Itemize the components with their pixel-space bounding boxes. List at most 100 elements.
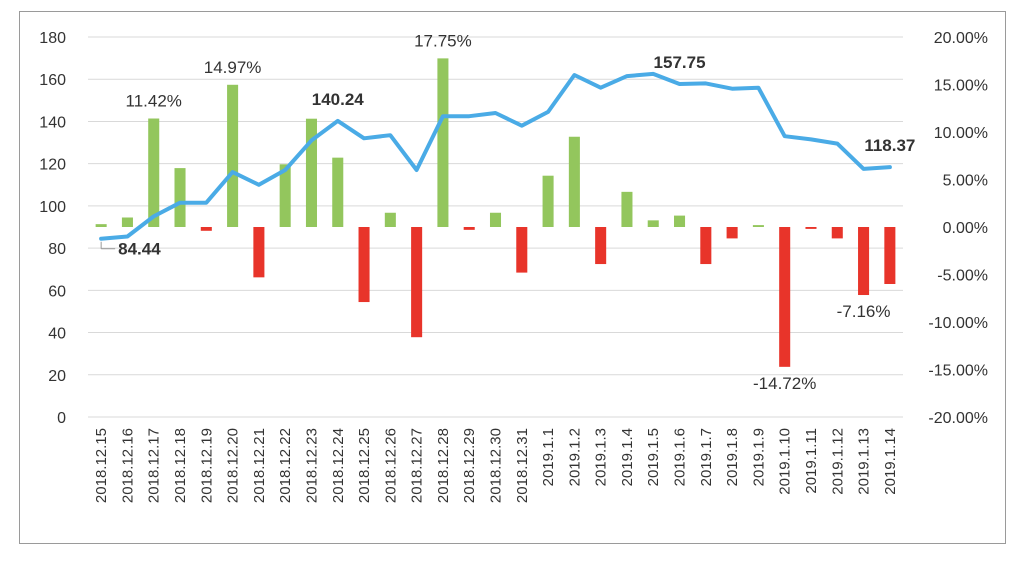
bar-data-label: 17.75% [414, 31, 472, 50]
bar [384, 212, 396, 227]
bar [489, 212, 502, 227]
x-tick-label: 2019.1.3 [593, 428, 610, 486]
bar [174, 168, 186, 227]
bar [858, 227, 870, 296]
x-tick-label: 2018.12.25 [356, 428, 373, 503]
x-tick-label: 2018.12.30 [488, 428, 505, 503]
x-tick-label: 2018.12.22 [277, 428, 294, 503]
x-tick-label: 2018.12.31 [514, 428, 531, 503]
bar-data-label: -14.72% [753, 374, 816, 393]
bar [95, 224, 107, 227]
bar-data-label: 11.42% [126, 92, 182, 111]
left-tick-label: 160 [39, 72, 66, 89]
x-tick-label: 2019.1.1 [540, 428, 557, 486]
x-tick-label: 2019.1.4 [619, 428, 636, 486]
x-tick-label: 2018.12.26 [382, 428, 399, 503]
bar [227, 84, 239, 227]
bar [332, 157, 344, 227]
x-tick-label: 2019.1.10 [777, 428, 794, 495]
x-tick-label: 2018.12.17 [146, 428, 163, 503]
bar [884, 227, 896, 284]
left-tick-label: 100 [39, 199, 66, 216]
bar [595, 227, 607, 265]
left-tick-label: 20 [48, 368, 66, 385]
left-tick-label: 180 [39, 30, 66, 47]
right-tick-label: -5.00% [937, 268, 988, 285]
x-tick-label: 2019.1.7 [698, 428, 715, 486]
x-tick-label: 2019.1.6 [672, 428, 689, 486]
left-tick-label: 40 [48, 326, 66, 343]
line-data-label: 84.44 [118, 240, 161, 259]
bar [674, 215, 686, 227]
bar [253, 227, 265, 278]
right-tick-label: 0.00% [943, 220, 988, 237]
bar [200, 227, 212, 231]
chart-frame [19, 11, 1006, 544]
bar [463, 227, 475, 230]
bar [358, 227, 370, 303]
annotations: 11.42% 14.97% 17.75% -14.72% -7.16% 84.44 140.… [100, 31, 915, 393]
x-tick-label: 2019.1.11 [803, 428, 820, 494]
left-tick-label: 60 [48, 283, 66, 300]
x-tick-label: 2018.12.24 [330, 428, 347, 503]
right-tick-label: -10.00% [928, 315, 988, 332]
left-tick-label: 120 [39, 157, 66, 174]
x-tick-label: 2019.1.5 [645, 428, 662, 486]
right-tick-label: 10.00% [934, 125, 988, 142]
bar [647, 220, 659, 227]
bar [752, 225, 764, 227]
gridlines [88, 36, 903, 418]
x-axis-ticks: 2018.12.15 2018.12.16 2018.12.17 2018.12.18… [93, 428, 899, 503]
line-data-label: 118.37 [864, 136, 915, 155]
right-axis-ticks: -20.00% -15.00% -10.00% -5.00% 0.00% 5.00% 10.… [928, 30, 988, 427]
left-tick-label: 80 [48, 241, 66, 258]
bar [411, 227, 423, 338]
x-tick-label: 2018.12.29 [461, 428, 478, 503]
bar [700, 227, 712, 265]
left-tick-label: 0 [57, 410, 66, 427]
line-data-label: 140.24 [312, 90, 365, 109]
bar-data-label: 14.97% [204, 58, 262, 77]
bar [279, 164, 291, 227]
bar [831, 227, 843, 239]
right-tick-label: -20.00% [928, 410, 988, 427]
bar [779, 227, 791, 367]
bar [437, 58, 449, 227]
x-tick-label: 2019.1.2 [566, 428, 583, 486]
x-tick-label: 2019.1.12 [829, 428, 846, 495]
x-tick-label: 2018.12.18 [172, 428, 189, 503]
line-series [99, 71, 892, 241]
right-tick-label: 5.00% [943, 173, 988, 190]
left-axis-ticks: 0 20 40 60 80 100 120 140 160 180 [39, 30, 66, 427]
x-tick-label: 2019.1.8 [724, 428, 741, 486]
bar [148, 118, 160, 227]
x-tick-label: 2019.1.14 [882, 428, 899, 495]
x-tick-label: 2018.12.28 [435, 428, 452, 503]
left-tick-label: 140 [39, 114, 66, 131]
bar-series [95, 58, 896, 367]
x-tick-label: 2018.12.20 [225, 428, 242, 503]
x-tick-label: 2019.1.13 [856, 428, 873, 495]
bar [305, 118, 317, 227]
x-tick-label: 2018.12.27 [409, 428, 426, 503]
x-tick-label: 2018.12.19 [198, 428, 215, 503]
bar [726, 227, 738, 239]
x-tick-label: 2018.12.15 [93, 428, 110, 503]
bar [516, 227, 528, 273]
right-tick-label: -15.00% [928, 363, 988, 380]
bar-data-label: -7.16% [837, 302, 891, 321]
x-tick-label: 2018.12.16 [119, 428, 136, 503]
x-tick-label: 2018.12.21 [251, 428, 268, 503]
right-tick-label: 15.00% [934, 78, 988, 95]
bar [568, 136, 580, 227]
line-data-label: 157.75 [654, 53, 706, 72]
right-tick-label: 20.00% [934, 30, 988, 47]
x-tick-label: 2018.12.23 [303, 428, 320, 503]
x-tick-label: 2019.1.9 [750, 428, 767, 486]
line-path [99, 71, 892, 241]
bar [121, 217, 133, 227]
bar [621, 191, 633, 227]
bar [805, 227, 817, 229]
bar [542, 175, 554, 227]
